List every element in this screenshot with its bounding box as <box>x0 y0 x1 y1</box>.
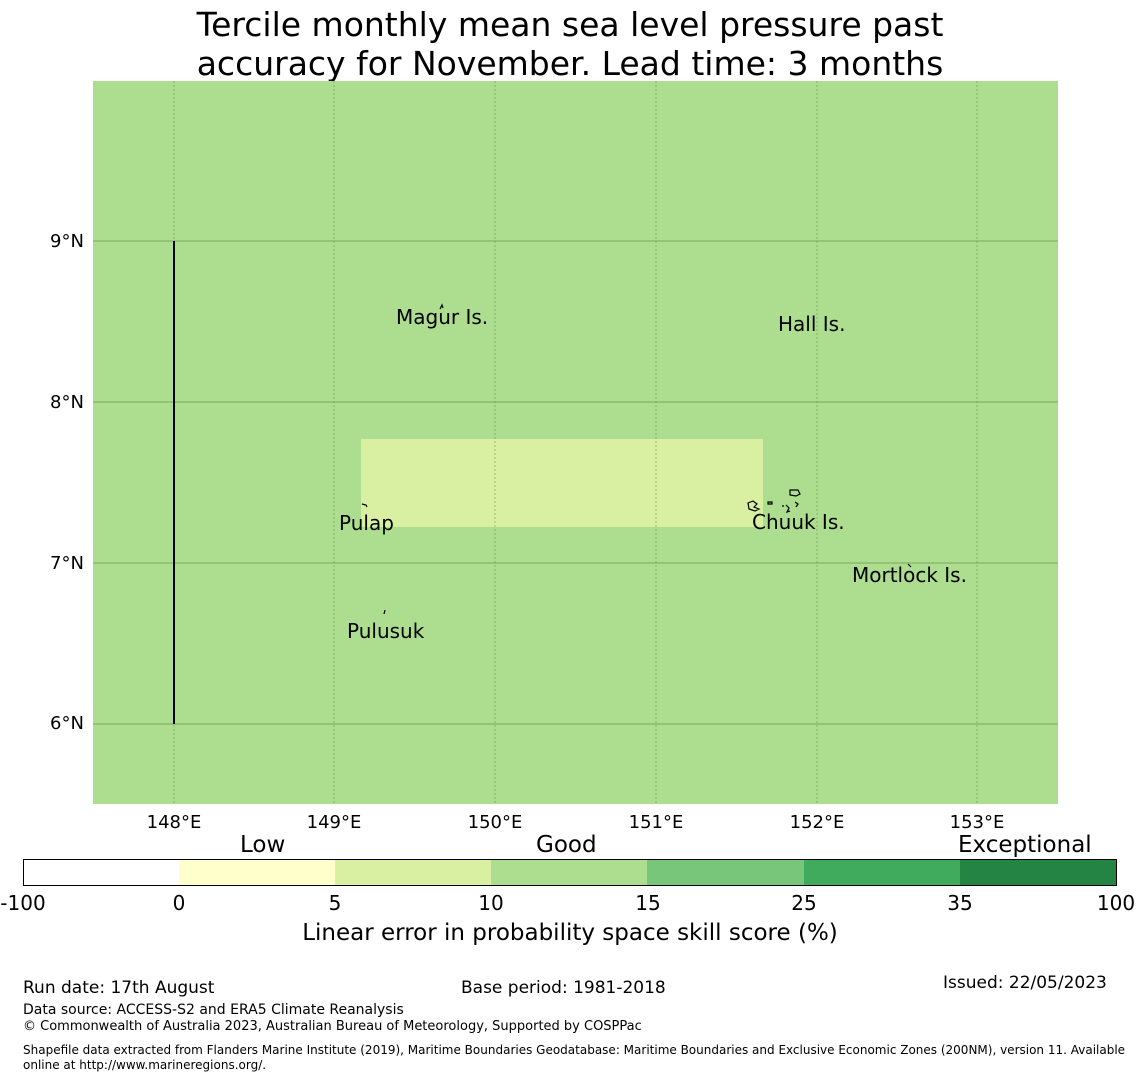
lon-label-152e: 152°E <box>789 812 845 833</box>
chuuk-outline-1 <box>789 489 801 497</box>
lon-label-151e: 151°E <box>628 812 684 833</box>
colorbar-swatch-0-5 <box>179 859 336 886</box>
lat-label-8n: 8°N <box>50 392 84 413</box>
map-region-good-5-10 <box>361 439 763 527</box>
map-title-line-1: Tercile monthly mean sea level pressure … <box>196 5 944 44</box>
colorbar-swatch-neg <box>23 859 180 886</box>
colorbar-axis-label: Linear error in probability space skill … <box>302 920 838 946</box>
colorbar-category-low: Low <box>240 832 286 858</box>
pulap-island-outline <box>361 503 368 508</box>
colorbar-swatch-10-15 <box>491 859 648 886</box>
parallels <box>93 240 1058 725</box>
colorbar-swatch-5-10 <box>335 859 492 886</box>
place-label-pulap: Pulap <box>339 511 394 535</box>
lat-label-7n: 7°N <box>50 553 84 574</box>
run-date: Run date: 17th August <box>23 978 215 998</box>
map-canvas <box>93 81 1058 804</box>
shapefile-credit-line-2: online at http://www.marineregions.org/. <box>23 1058 267 1072</box>
lat-label-6n: 6°N <box>50 713 84 734</box>
colorbar-tick-neg100: -100 <box>0 891 46 915</box>
copyright-notice: © Commonwealth of Australia 2023, Austra… <box>23 1019 642 1034</box>
colorbar-tick-0: 0 <box>172 891 186 915</box>
island-outlines <box>361 303 912 615</box>
issued-date: Issued: 22/05/2023 <box>943 973 1107 993</box>
colorbar-swatch-35-100 <box>960 859 1117 886</box>
place-label-magur: Magur Is. <box>396 305 489 329</box>
mortlock-island-outline <box>907 563 912 568</box>
graticule <box>173 81 978 804</box>
place-label-hall: Hall Is. <box>778 312 846 336</box>
colorbar-tick-25: 25 <box>791 891 817 915</box>
place-label-mortlock: Mortlock Is. <box>852 563 967 587</box>
lon-label-148e: 148°E <box>146 812 202 833</box>
lon-label-150e: 150°E <box>467 812 523 833</box>
shapefile-credit-line-1: Shapefile data extracted from Flanders M… <box>23 1043 1126 1057</box>
chuuk-outline-4 <box>785 504 791 514</box>
pulusuk-island-outline <box>383 609 386 615</box>
data-source: Data source: ACCESS-S2 and ERA5 Climate … <box>23 1002 404 1018</box>
place-label-pulusuk: Pulusuk <box>347 619 425 643</box>
colorbar-category-exceptional: Exceptional <box>958 832 1092 858</box>
colorbar-swatch-25-35 <box>804 859 961 886</box>
colorbar-swatch-15-25 <box>647 859 805 886</box>
lat-label-9n: 9°N <box>50 231 84 252</box>
lon-label-153e: 153°E <box>949 812 1005 833</box>
lon-label-149e: 149°E <box>306 812 362 833</box>
colorbar-tick-15: 15 <box>635 891 661 915</box>
colorbar-tick-35: 35 <box>947 891 973 915</box>
place-label-chuuk: Chuuk Is. <box>752 510 845 534</box>
colorbar-tick-10: 10 <box>478 891 504 915</box>
map-title-line-2: accuracy for November. Lead time: 3 mont… <box>196 44 944 83</box>
base-period: Base period: 1981-2018 <box>461 978 666 998</box>
colorbar-category-good: Good <box>536 832 597 858</box>
colorbar-tick-5: 5 <box>328 891 342 915</box>
chuuk-outline-2 <box>747 500 761 512</box>
chuuk-outline-3 <box>767 501 773 505</box>
chuuk-outline-6 <box>794 501 799 508</box>
colorbar-tick-100: 100 <box>1096 891 1136 915</box>
magur-island-outline <box>439 303 444 310</box>
